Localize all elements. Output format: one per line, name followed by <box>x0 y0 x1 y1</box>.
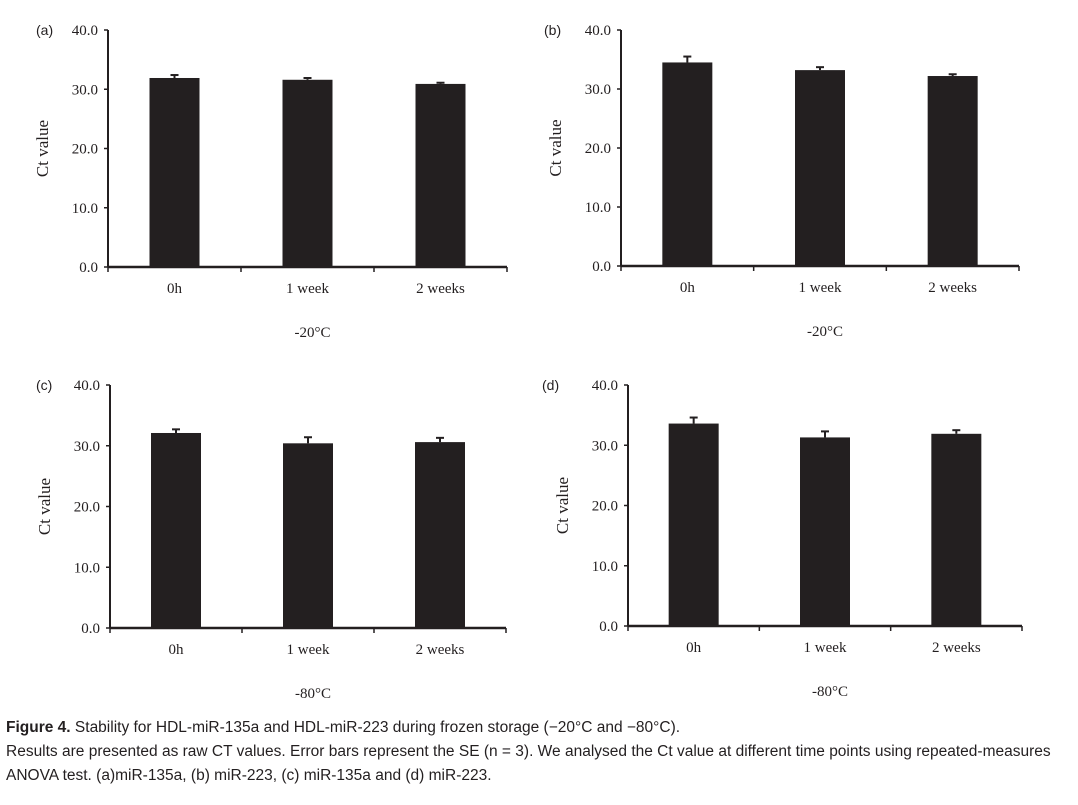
y-tick-label: 0.0 <box>592 259 611 275</box>
y-axis-label: Ct value <box>546 119 565 176</box>
y-tick-label: 30.0 <box>72 82 98 98</box>
y-tick-label: 0.0 <box>79 260 98 276</box>
y-tick-label: 40.0 <box>592 378 618 394</box>
panel-label: (b) <box>544 22 561 38</box>
x-tick-label: 2 weeks <box>416 281 465 297</box>
caption-title: Stability for HDL-miR-135a and HDL-miR-2… <box>74 719 681 736</box>
bar <box>282 79 333 268</box>
y-tick-label: 10.0 <box>592 559 618 575</box>
y-tick-label: 0.0 <box>81 621 100 637</box>
y-axis-label: Ct value <box>35 478 54 535</box>
y-tick-label: 0.0 <box>599 619 618 635</box>
y-axis-label: Ct value <box>33 120 52 177</box>
y-tick-label: 40.0 <box>585 23 611 39</box>
y-tick-label: 20.0 <box>592 499 618 515</box>
panel-label: (d) <box>542 377 559 393</box>
x-axis-label: -20°C <box>295 325 331 341</box>
y-tick-label: 10.0 <box>74 560 100 576</box>
y-tick-label: 10.0 <box>585 200 611 216</box>
x-tick-label: 0h <box>680 280 696 296</box>
x-tick-label: 2 weeks <box>928 280 977 296</box>
panel-label: (c) <box>36 377 52 393</box>
x-tick-label: 2 weeks <box>416 642 465 658</box>
bar <box>800 437 850 626</box>
y-tick-label: 10.0 <box>72 201 98 217</box>
panel-label: (a) <box>36 22 53 38</box>
bar <box>415 83 466 267</box>
bar <box>795 70 845 267</box>
y-axis-label: Ct value <box>553 477 572 534</box>
x-tick-label: 1 week <box>286 281 329 297</box>
x-tick-label: 0h <box>686 640 702 656</box>
x-tick-label: 1 week <box>287 642 330 658</box>
x-axis-label: -80°C <box>812 684 848 700</box>
x-tick-label: 1 week <box>804 640 847 656</box>
bar <box>662 62 713 267</box>
x-tick-label: 2 weeks <box>932 640 981 656</box>
bar <box>149 77 200 268</box>
y-tick-label: 30.0 <box>74 439 100 455</box>
bar <box>415 442 465 628</box>
bar <box>283 443 333 628</box>
x-axis-label: -80°C <box>295 686 331 702</box>
y-tick-label: 20.0 <box>585 141 611 157</box>
figure-caption: Figure 4. Stability for HDL-miR-135a and… <box>6 716 1076 788</box>
bar <box>668 423 719 626</box>
y-tick-label: 40.0 <box>74 378 100 394</box>
x-tick-label: 0h <box>167 281 183 297</box>
x-tick-label: 0h <box>169 642 185 658</box>
y-tick-label: 40.0 <box>72 23 98 39</box>
figure-panels: (a) 0.0 10.0 20.0 30.0 40.0 Ct value 0h 1 week 2 … <box>33 22 1023 702</box>
y-tick-label: 30.0 <box>592 438 618 454</box>
caption-label: Figure 4. <box>6 719 71 736</box>
x-tick-label: 1 week <box>799 280 842 296</box>
y-tick-label: 20.0 <box>72 142 98 158</box>
y-tick-label: 20.0 <box>74 500 100 516</box>
bar <box>931 433 982 626</box>
y-tick-label: 30.0 <box>585 82 611 98</box>
caption-body: Results are presented as raw CT values. … <box>6 743 1051 784</box>
bar <box>151 432 201 628</box>
x-axis-label: -20°C <box>807 324 843 340</box>
bar <box>927 76 978 267</box>
